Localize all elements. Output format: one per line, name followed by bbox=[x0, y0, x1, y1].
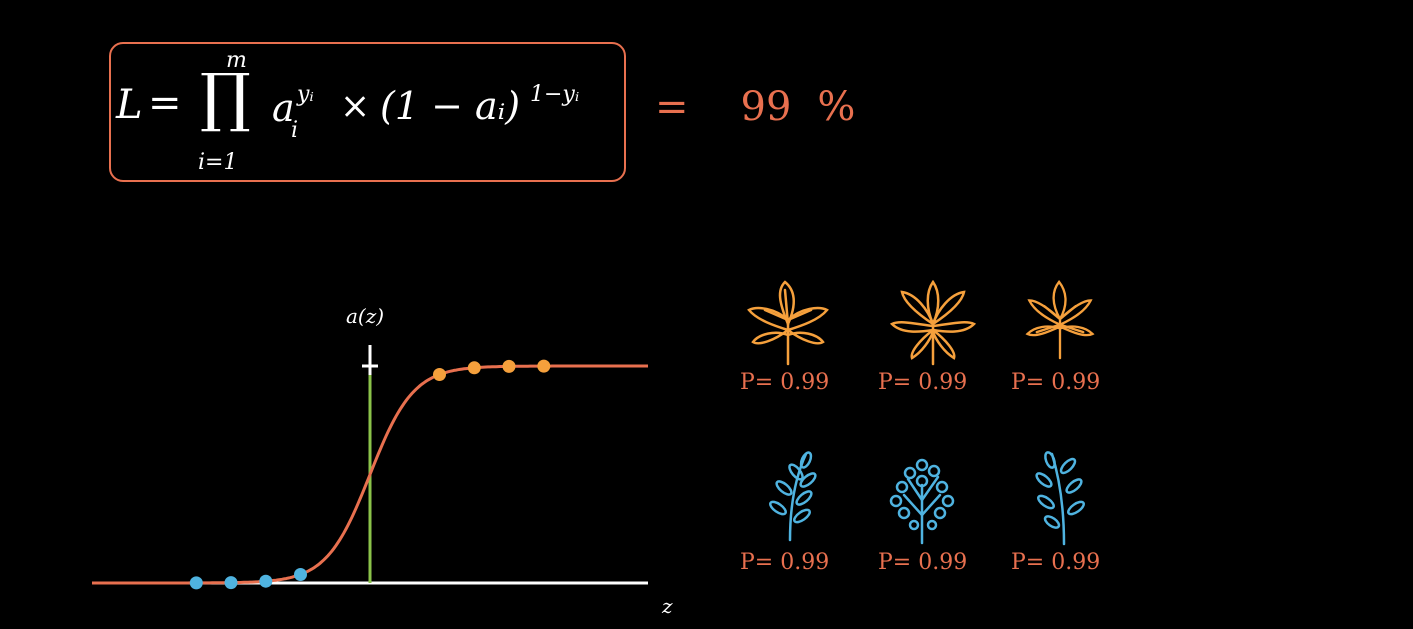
result-unit: % bbox=[817, 84, 856, 130]
formula-box bbox=[109, 42, 626, 182]
orange-leaf-icon bbox=[747, 280, 829, 366]
probability-label: P= 0.99 bbox=[1011, 550, 1101, 575]
formula-second-sup: 1−yᵢ bbox=[530, 82, 580, 107]
formula-base-sub: i bbox=[291, 118, 299, 143]
data-point bbox=[502, 359, 516, 373]
blue-leaf-icon bbox=[769, 451, 817, 542]
data-point bbox=[259, 574, 273, 588]
formula-upper-limit: m bbox=[226, 48, 247, 73]
result: = 99% bbox=[655, 84, 855, 130]
result-value: 99 bbox=[740, 84, 792, 130]
class0-points bbox=[189, 568, 307, 590]
probability-label: P= 0.99 bbox=[740, 550, 830, 575]
blue-leaf-icon bbox=[1035, 451, 1085, 546]
formula-lhs: L bbox=[116, 82, 143, 128]
formula-times: × bbox=[340, 86, 371, 127]
formula-product: ∏ bbox=[200, 61, 251, 135]
formula-base: a bbox=[272, 86, 295, 130]
blue-leaf-icon bbox=[889, 458, 955, 545]
x-axis-label: z bbox=[662, 594, 673, 618]
data-point bbox=[189, 576, 203, 590]
probability-label: P= 0.99 bbox=[740, 370, 830, 395]
data-point bbox=[433, 368, 446, 381]
data-point bbox=[537, 359, 551, 373]
formula-base-sup: yᵢ bbox=[297, 82, 314, 107]
sigmoid-curve bbox=[92, 364, 648, 585]
class1-points bbox=[433, 359, 551, 381]
probability-label: P= 0.99 bbox=[1011, 370, 1101, 395]
probability-label: P= 0.99 bbox=[878, 370, 968, 395]
y-axis-label: a(z) bbox=[346, 304, 385, 328]
data-point bbox=[224, 576, 238, 590]
result-equals: = bbox=[655, 84, 689, 130]
data-point bbox=[467, 361, 481, 375]
formula-equals: = bbox=[148, 80, 182, 126]
orange-leaf-icon bbox=[1025, 280, 1095, 360]
formula-second-factor: (1 − aᵢ) bbox=[380, 84, 521, 128]
formula-lower-limit: i=1 bbox=[198, 150, 238, 175]
orange-leaf-icon bbox=[890, 280, 976, 366]
probability-label: P= 0.99 bbox=[878, 550, 968, 575]
data-point bbox=[294, 568, 307, 581]
